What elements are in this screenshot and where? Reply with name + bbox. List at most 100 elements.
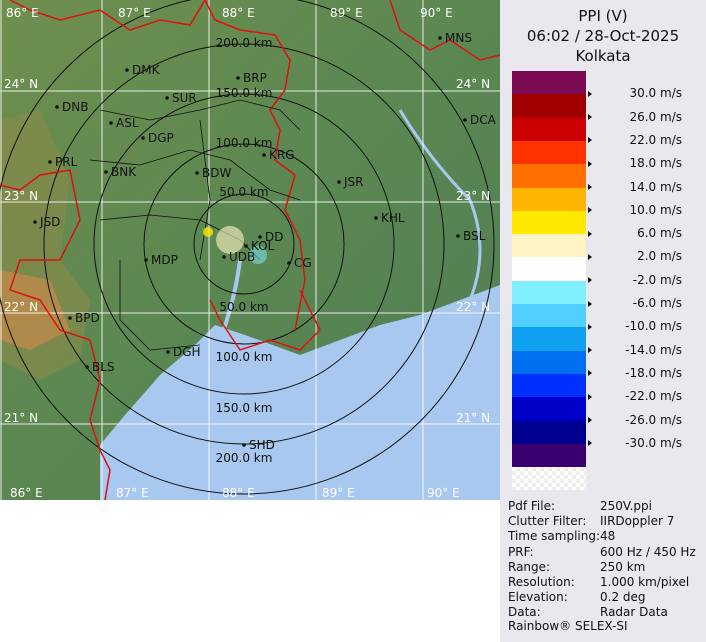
city-label: JSR bbox=[343, 175, 364, 189]
no-data-swatch bbox=[512, 467, 586, 490]
ring-label: 200.0 km bbox=[216, 451, 273, 465]
scale-value: 10.0 m/s bbox=[629, 202, 682, 217]
scale-value: -6.0 m/s bbox=[632, 296, 682, 310]
echo-clutter bbox=[203, 226, 267, 264]
river-hooghly bbox=[218, 259, 242, 341]
scale-value: 22.0 m/s bbox=[629, 132, 682, 147]
city-marker-icon bbox=[166, 350, 170, 354]
scale-value: 14.0 m/s bbox=[629, 179, 682, 194]
scale-label: -10.0 m/s bbox=[588, 319, 688, 333]
city-marker-icon bbox=[144, 258, 148, 262]
lat-label: 22° N bbox=[456, 300, 490, 314]
range-ring bbox=[0, 0, 495, 495]
lat-label: 24° N bbox=[456, 77, 490, 91]
city-label: DD bbox=[265, 230, 283, 244]
info-row: Elevation: 0.2 deg bbox=[508, 590, 646, 604]
scale-label: 18.0 m/s bbox=[588, 156, 688, 170]
info-value: 1.000 km/pixel bbox=[600, 575, 690, 589]
info-row: Data: Radar Data bbox=[508, 605, 668, 619]
city-marker-icon bbox=[165, 96, 169, 100]
city-label: DGP bbox=[148, 131, 174, 145]
legend-panel: PPI (V) 06:02 / 28-Oct-2025 Kolkata 30.0… bbox=[500, 0, 706, 642]
tick-marker-icon bbox=[588, 370, 592, 377]
city-marker-icon bbox=[55, 105, 59, 109]
color-band bbox=[512, 443, 586, 468]
sea bbox=[100, 285, 500, 500]
info-key: Clutter Filter: bbox=[508, 514, 587, 529]
city-label: MDP bbox=[151, 253, 178, 267]
city-label: KHL bbox=[381, 211, 405, 225]
tick-marker-icon bbox=[588, 90, 592, 97]
color-band bbox=[512, 140, 586, 165]
city-marker-icon bbox=[262, 153, 266, 157]
info-key: Resolution: bbox=[508, 575, 575, 589]
tick-marker-icon bbox=[588, 114, 592, 121]
info-key: Elevation: bbox=[508, 590, 568, 605]
scale-label: -6.0 m/s bbox=[588, 296, 688, 310]
ring-label: 100.0 km bbox=[216, 350, 273, 364]
city-label: SHD bbox=[249, 438, 275, 452]
info-row: Range: 250 km bbox=[508, 560, 645, 574]
info-value: 0.2 deg bbox=[600, 590, 646, 605]
tick-marker-icon bbox=[588, 277, 592, 284]
lat-label: 23° N bbox=[456, 189, 490, 203]
city-label: DCA bbox=[470, 113, 497, 127]
info-row: Clutter Filter: IIRDoppler 7 bbox=[508, 514, 674, 528]
scale-value: 2.0 m/s bbox=[637, 249, 682, 264]
city-label: BSL bbox=[463, 229, 486, 243]
scale-label: 2.0 m/s bbox=[588, 249, 688, 263]
city-label: MNS bbox=[445, 31, 472, 45]
info-value: 600 Hz / 450 Hz bbox=[600, 544, 696, 559]
city-marker-icon bbox=[48, 160, 52, 164]
color-band bbox=[512, 280, 586, 305]
lon-label: 88° E bbox=[222, 6, 255, 20]
city-marker-icon bbox=[456, 234, 460, 238]
tick-marker-icon bbox=[588, 253, 592, 260]
color-band bbox=[512, 397, 586, 421]
city-marker-icon bbox=[68, 316, 72, 320]
info-value: 250 km bbox=[600, 559, 646, 574]
tick-marker-icon bbox=[588, 207, 592, 214]
city-marker-icon bbox=[287, 261, 291, 265]
city-label: JSD bbox=[39, 215, 60, 229]
scale-label: -30.0 m/s bbox=[588, 436, 688, 450]
color-band bbox=[512, 257, 586, 282]
city-marker-icon bbox=[374, 216, 378, 220]
ring-label: 150.0 km bbox=[216, 401, 273, 415]
city-label: DGH bbox=[173, 345, 201, 359]
tick-marker-icon bbox=[588, 393, 592, 400]
city-label: DNB bbox=[62, 100, 88, 114]
tick-marker-icon bbox=[588, 347, 592, 354]
ring-label: 50.0 km bbox=[219, 185, 268, 199]
city-marker-icon bbox=[463, 118, 467, 122]
scale-value: -2.0 m/s bbox=[632, 272, 682, 287]
color-band bbox=[512, 420, 586, 445]
city-label: BLS bbox=[92, 360, 115, 374]
ring-label: 200.0 km bbox=[216, 36, 273, 50]
info-key: Time sampling: bbox=[508, 529, 601, 544]
scale-label: -18.0 m/s bbox=[588, 366, 688, 380]
info-row: Resolution: 1.000 km/pixel bbox=[508, 575, 689, 589]
color-band bbox=[512, 304, 586, 328]
info-row: Pdf File: 250V.ppi bbox=[508, 499, 652, 513]
scale-label: 6.0 m/s bbox=[588, 226, 688, 240]
city-marker-icon bbox=[258, 235, 262, 239]
info-key: Data: bbox=[508, 605, 541, 620]
city-marker-icon bbox=[222, 255, 226, 259]
info-key: Pdf File: bbox=[508, 499, 556, 513]
grid-labels: 86° E 87° E 88° E 89° E 90° E 86° E 87° … bbox=[4, 6, 490, 500]
color-band bbox=[512, 117, 586, 142]
lat-label: 24° N bbox=[4, 77, 38, 91]
product-title: PPI (V) bbox=[578, 7, 628, 25]
city-label: UDB bbox=[229, 250, 255, 264]
lon-label: 87° E bbox=[118, 6, 151, 20]
city-marker-icon bbox=[244, 244, 248, 248]
city-label: BDW bbox=[202, 166, 231, 180]
city-marker-icon bbox=[438, 36, 442, 40]
scale-value: -14.0 m/s bbox=[625, 342, 682, 357]
radar-map: 200.0 km 150.0 km 100.0 km 50.0 km 50.0 … bbox=[0, 0, 500, 500]
city-marker-icon bbox=[337, 180, 341, 184]
footer-credit: Rainbow® SELEX-SI bbox=[508, 619, 628, 633]
lat-label: 23° N bbox=[4, 189, 38, 203]
ring-label: 150.0 km bbox=[216, 86, 273, 100]
